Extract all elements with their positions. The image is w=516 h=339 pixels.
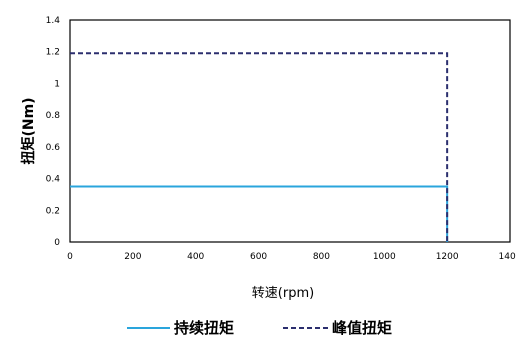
legend-label-continuous-torque: 持续扭矩	[174, 319, 234, 337]
peak-torque-line	[70, 52, 449, 242]
y-axis-label: 扭矩(Nm)	[20, 97, 37, 164]
x-tick-label: 1400	[499, 252, 516, 262]
x-tick-label: 1000	[373, 252, 396, 262]
x-tick-labels: 0 200 400 600 800 1000 1200 1400	[67, 252, 516, 262]
continuous-torque-line	[70, 185, 449, 242]
y-tick-label: 0.4	[46, 175, 61, 185]
x-tick-label: 0	[67, 252, 73, 262]
y-tick-label: 1	[54, 79, 60, 89]
y-tick-label: 0.2	[46, 206, 60, 216]
y-tick-label: 0	[54, 238, 60, 248]
x-tick-label: 600	[250, 252, 267, 262]
y-tick-label: 0.8	[46, 111, 61, 121]
x-tick-label: 400	[187, 252, 204, 262]
y-tick-label: 1.2	[46, 48, 60, 58]
x-tick-label: 1200	[436, 252, 459, 262]
legend-label-peak-torque: 峰值扭矩	[332, 319, 392, 337]
x-tick-label: 800	[313, 252, 330, 262]
y-tick-label: 0.6	[46, 143, 61, 153]
series-layer	[70, 52, 449, 242]
y-tick-label: 1.4	[46, 16, 61, 26]
plot-frame	[69, 19, 511, 243]
x-tick-label: 200	[124, 252, 141, 262]
y-tick-labels: 0 0.2 0.4 0.6 0.8 1 1.2 1.4	[46, 16, 61, 248]
legend: 持续扭矩 峰值扭矩	[127, 319, 392, 337]
x-axis-label: 转速(rpm)	[252, 286, 314, 301]
